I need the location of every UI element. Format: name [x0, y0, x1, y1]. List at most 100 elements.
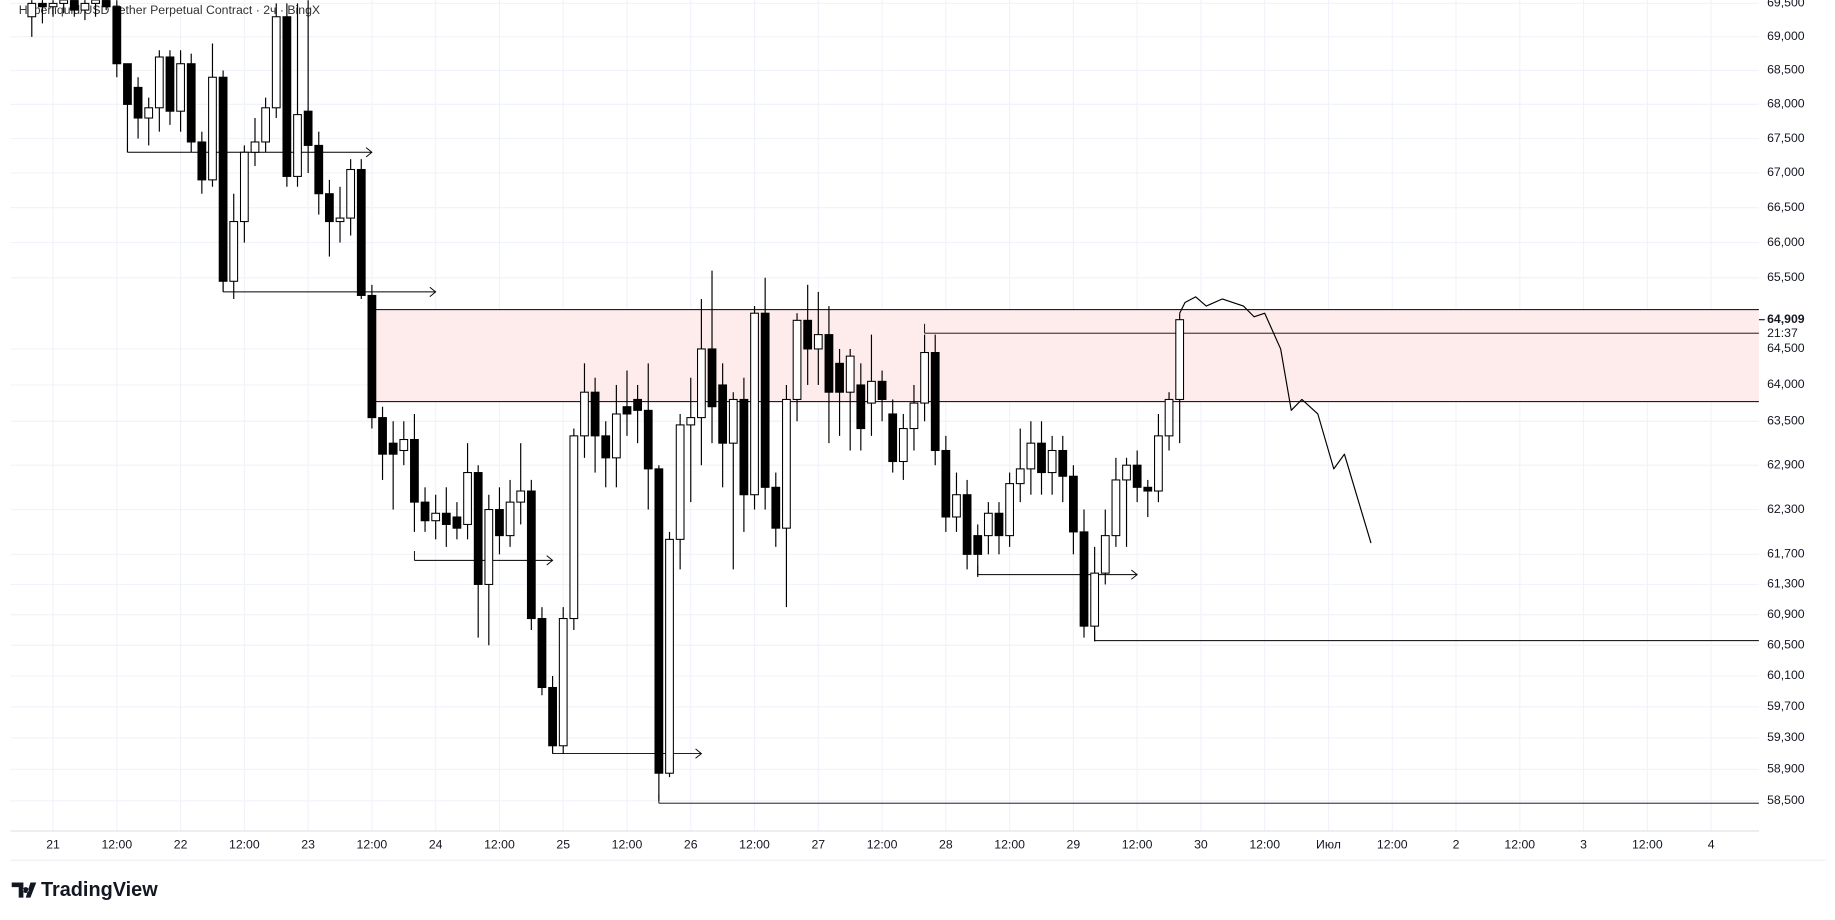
- level-arrow: [546, 555, 554, 566]
- y-tick-label: 59,300: [1767, 730, 1805, 744]
- candle-body: [1122, 464, 1131, 481]
- x-tick-label: 12:00: [484, 837, 515, 851]
- x-tick-label: 28: [939, 837, 953, 851]
- x-tick-label: 3: [1580, 837, 1587, 851]
- y-tick-label: 62,300: [1767, 502, 1805, 516]
- x-tick-label: 21: [46, 837, 60, 851]
- candle-body: [133, 86, 143, 119]
- candle-body: [186, 63, 196, 143]
- candle-body: [101, 0, 111, 8]
- candle-body: [601, 435, 611, 459]
- candle-body: [909, 402, 919, 430]
- candle-body: [665, 538, 674, 774]
- candle-body: [675, 424, 685, 540]
- candle-body: [314, 144, 324, 195]
- candle-body: [835, 362, 844, 393]
- candle-body: [611, 413, 621, 459]
- brand-icon: [11, 882, 37, 898]
- candle-body: [1026, 442, 1036, 470]
- candle-body: [930, 352, 940, 452]
- candle-body: [941, 449, 951, 518]
- candle-body: [59, 0, 69, 4]
- candle-body: [877, 380, 887, 400]
- candle-body: [378, 417, 387, 455]
- candle-body: [218, 76, 228, 282]
- y-tick-label: 67,500: [1767, 131, 1805, 145]
- x-tick-label: 27: [811, 837, 825, 851]
- candle-body: [697, 348, 706, 419]
- x-tick-label: 12:00: [994, 837, 1025, 851]
- x-tick-label: 25: [556, 837, 570, 851]
- countdown-label: 21:37: [1767, 326, 1798, 340]
- candle-body: [548, 686, 557, 747]
- candle-body: [208, 76, 217, 181]
- candle-body: [420, 501, 430, 522]
- x-tick-label: 12:00: [101, 837, 132, 851]
- candle-body: [367, 294, 377, 419]
- y-tick-label: 65,500: [1767, 270, 1805, 284]
- x-tick-label: 23: [301, 837, 315, 851]
- candle-body: [824, 334, 834, 393]
- y-tick-label: 61,700: [1767, 547, 1805, 561]
- x-tick-label: 12:00: [867, 837, 898, 851]
- x-tick-label: 12:00: [1504, 837, 1535, 851]
- y-tick-label: 60,100: [1767, 668, 1805, 682]
- candle-body: [707, 348, 717, 408]
- candle-body: [686, 417, 696, 426]
- candle-body: [569, 435, 579, 620]
- projection-line: [1179, 296, 1372, 544]
- candle-body: [792, 319, 802, 400]
- candle-body: [346, 168, 356, 219]
- axes: 69,500 69,000 68,500 68,000 67,500 67,000 66,5…: [46, 0, 1805, 851]
- x-tick-label: 12:00: [1377, 837, 1408, 851]
- candle-body: [1037, 442, 1046, 474]
- candle-body: [356, 168, 366, 296]
- brand-text: TradingView: [41, 879, 158, 901]
- candle-body: [920, 352, 929, 404]
- candle-body: [154, 56, 164, 109]
- candle-body: [1005, 483, 1015, 537]
- candle-body: [1164, 398, 1174, 437]
- candle-body: [91, 0, 100, 4]
- candle-body: [1143, 486, 1153, 492]
- candle-body: [718, 384, 728, 444]
- candle-body: [867, 380, 876, 404]
- candle-body: [229, 221, 239, 282]
- x-tick-label: 12:00: [1632, 837, 1663, 851]
- candle-body: [335, 217, 345, 223]
- candle-body: [771, 486, 781, 529]
- candle-body: [750, 312, 759, 496]
- x-tick-label: 12:00: [1122, 837, 1153, 851]
- x-tick-label: 12:00: [229, 837, 260, 851]
- candle-body: [1058, 449, 1068, 477]
- y-tick-label: 61,300: [1767, 577, 1805, 591]
- candle-body: [495, 509, 504, 537]
- candle-body: [845, 355, 855, 393]
- candle-body: [197, 141, 207, 181]
- candle-body: [633, 398, 643, 411]
- candle-body: [463, 472, 472, 525]
- candle-body: [452, 516, 462, 529]
- candle-body: [27, 2, 37, 18]
- candle-body: [388, 442, 398, 455]
- level-arrow: [695, 748, 703, 759]
- y-tick-label: 66,000: [1767, 235, 1805, 249]
- candle-body: [1100, 535, 1110, 574]
- candle-body: [69, 0, 79, 11]
- candle-body: [293, 114, 302, 177]
- candle-body: [431, 512, 441, 522]
- x-tick-label: 2: [1453, 837, 1460, 851]
- candle-body: [303, 110, 313, 146]
- brand-logo: TradingView: [11, 879, 158, 901]
- candle-body: [813, 334, 823, 350]
- candle-body: [739, 398, 749, 496]
- candle-body: [1015, 468, 1025, 485]
- candle-body: [123, 63, 132, 105]
- x-tick-label: 4: [1708, 837, 1715, 851]
- candle-body: [473, 472, 483, 585]
- last-price-label: 64,909: [1767, 312, 1805, 326]
- candle-body: [983, 512, 993, 537]
- y-tick-label: 68,500: [1767, 63, 1805, 77]
